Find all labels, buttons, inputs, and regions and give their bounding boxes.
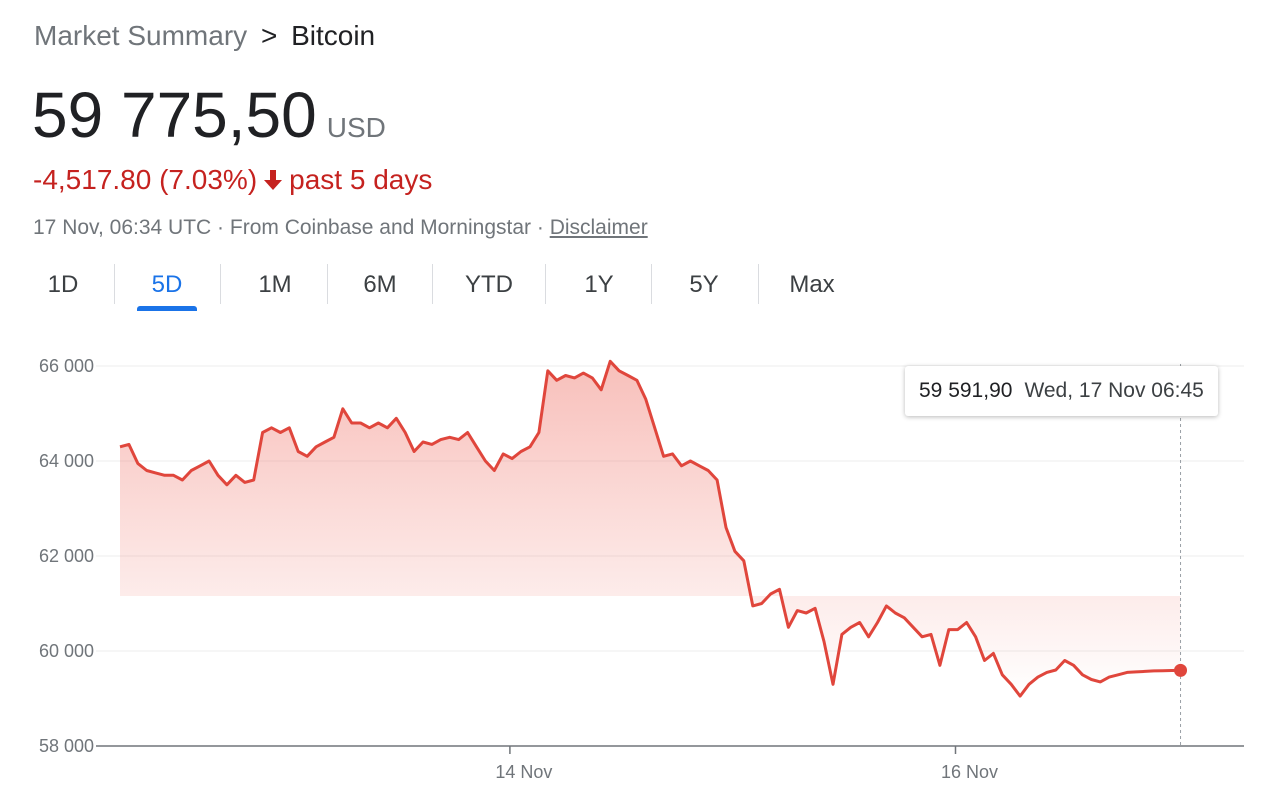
meta-separator: · [217,216,230,239]
time-range-tabs: 1D 5D 1M 6M YTD 1Y 5Y Max [0,262,900,312]
y-tick-label: 66 000 [39,356,94,376]
quote-source: From Coinbase and Morningstar [229,216,532,239]
tab-divider [432,264,433,304]
disclaimer-link[interactable]: Disclaimer [549,216,648,239]
tab-max[interactable]: Max [789,271,835,298]
price-line [119,359,1181,698]
tab-5d[interactable]: 5D [137,262,197,311]
tab-divider [758,264,759,304]
price-row: 59 775,50 USD [32,78,386,152]
tab-divider [114,264,115,304]
hover-point-marker [1174,663,1188,677]
tab-6m[interactable]: 6M [363,271,397,298]
y-tick-label: 60 000 [39,641,94,661]
y-tick-label: 58 000 [39,736,94,756]
breadcrumb-separator: > [260,20,278,51]
tab-divider [220,264,221,304]
price-change-value: -4,517.80 (7.03%) [33,164,258,195]
quote-timestamp: 17 Nov, 06:34 UTC [33,216,212,239]
tooltip-date: Wed, 17 Nov 06:45 [1024,379,1204,402]
price-area-fill [120,361,1181,697]
tab-divider [327,264,328,304]
tab-1y[interactable]: 1Y [584,271,614,298]
tab-ytd[interactable]: YTD [465,271,513,298]
breadcrumb-parent-link[interactable]: Market Summary [34,20,248,51]
chart-tooltip: 59 591,90 Wed, 17 Nov 06:45 [905,366,1218,416]
price-change-period: past 5 days [289,164,433,195]
x-tick-label: 16 Nov [941,762,998,782]
arrow-down-icon [263,169,283,191]
price-change-row: -4,517.80 (7.03%) past 5 days [33,164,432,196]
breadcrumb-current: Bitcoin [291,20,376,51]
tab-5y[interactable]: 5Y [689,271,719,298]
x-tick-label: 14 Nov [495,762,552,782]
tab-1d[interactable]: 1D [47,271,79,298]
quote-meta: 17 Nov, 06:34 UTC · From Coinbase and Mo… [33,216,648,240]
tab-divider [651,264,652,304]
price-chart[interactable]: 58 000 60 000 62 000 64 000 66 000 14 Nov 16 N… [0,330,1280,800]
y-tick-label: 64 000 [39,451,94,471]
current-price: 59 775,50 [32,79,317,151]
tab-divider [545,264,546,304]
meta-separator: · [536,216,550,239]
tab-1m[interactable]: 1M [258,271,292,298]
currency-label: USD [326,112,386,143]
breadcrumb: Market Summary > Bitcoin [34,20,375,52]
tooltip-value: 59 591,90 [919,379,1013,402]
y-tick-label: 62 000 [39,546,94,566]
